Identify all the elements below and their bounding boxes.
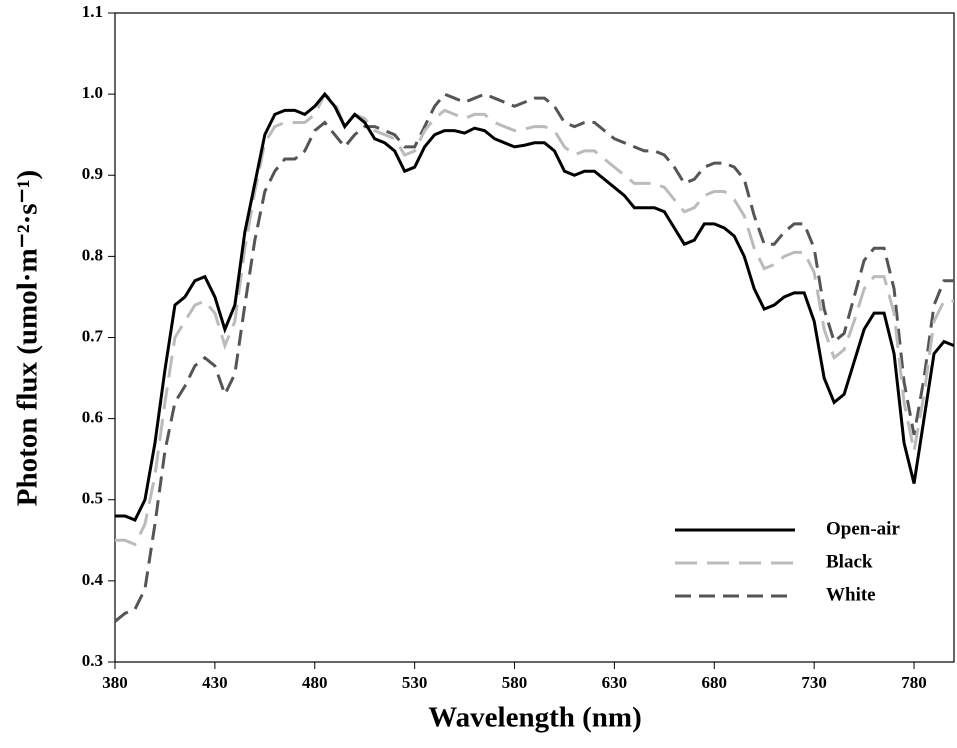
x-tick-label: 630 [602,673,628,692]
y-tick-label: 0.8 [82,245,103,264]
x-tick-label: 580 [502,673,528,692]
y-tick-label: 0.5 [82,489,103,508]
y-tick-label: 1.1 [82,2,103,21]
y-tick-label: 1.0 [82,83,103,102]
legend-label: Black [826,551,873,572]
series-line [114,92,954,623]
x-tick-label: 530 [402,673,428,692]
x-tick-label: 480 [302,673,328,692]
series-line [115,91,955,522]
legend-label: White [826,584,876,605]
x-tick-label: 680 [702,673,728,692]
y-tick-label: 0.9 [82,164,103,183]
series-line [115,91,954,547]
x-tick-label: 380 [102,673,128,692]
x-tick-label: 430 [202,673,228,692]
y-tick-label: 0.3 [82,651,103,670]
y-tick-label: 0.6 [82,408,103,427]
y-axis-label: Photon flux (umol·m⁻²·s⁻¹) [12,170,44,506]
x-tick-label: 780 [901,673,927,692]
y-tick-label: 0.7 [82,326,104,345]
x-axis-label: Wavelength (nm) [428,702,641,734]
y-tick-label: 0.4 [82,570,104,589]
x-tick-label: 730 [801,673,827,692]
legend-label: Open-air [826,518,900,539]
